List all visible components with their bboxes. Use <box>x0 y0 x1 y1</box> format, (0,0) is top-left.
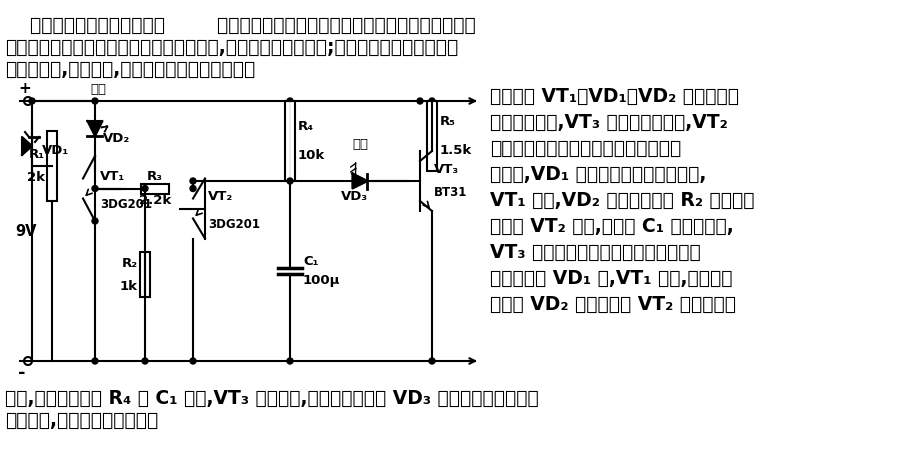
Text: BT31: BT31 <box>434 186 466 199</box>
Text: R₄: R₄ <box>298 120 313 133</box>
Text: VD₃: VD₃ <box>341 190 368 203</box>
Text: VT₃: VT₃ <box>434 163 458 176</box>
Text: R₃: R₃ <box>147 170 163 182</box>
Text: 电路中的 VT₁、VD₁、VD₂ 等组成正常: 电路中的 VT₁、VD₁、VD₂ 等组成正常 <box>489 87 738 106</box>
Polygon shape <box>353 173 367 188</box>
Text: 10k: 10k <box>298 149 325 162</box>
Circle shape <box>189 186 196 192</box>
Bar <box>426 101 436 171</box>
Text: 电池电压指示器的电路如图        所示。该电路可供电池供电的装置用作电源指示及欠: 电池电压指示器的电路如图 所示。该电路可供电池供电的装置用作电源指示及欠 <box>30 16 476 35</box>
Text: 3DG201: 3DG201 <box>208 219 260 232</box>
Text: 2k: 2k <box>27 171 45 184</box>
Text: 二极管 VD₂ 熄灭。同时 VT₂ 也处于截止: 二极管 VD₂ 熄灭。同时 VT₂ 也处于截止 <box>489 295 735 314</box>
Circle shape <box>142 186 148 192</box>
Text: R₂: R₂ <box>122 257 138 270</box>
Circle shape <box>92 186 97 192</box>
Text: VT₂: VT₂ <box>208 190 233 203</box>
Text: 又促使 VT₂ 导通,电容器 C₁ 被短接旁路,: 又促使 VT₂ 导通,电容器 C₁ 被短接旁路, <box>489 217 733 236</box>
Circle shape <box>29 98 35 104</box>
Text: 3DG201: 3DG201 <box>100 198 152 211</box>
Circle shape <box>92 358 97 364</box>
Circle shape <box>287 358 292 364</box>
Polygon shape <box>22 137 32 155</box>
Polygon shape <box>87 121 102 136</box>
Circle shape <box>287 178 292 184</box>
Text: 9V: 9V <box>15 224 36 238</box>
Circle shape <box>416 98 423 104</box>
Text: VD₁: VD₁ <box>42 145 69 157</box>
Bar <box>141 184 169 194</box>
Circle shape <box>92 218 97 224</box>
Text: 1k: 1k <box>120 280 138 293</box>
Text: VD₂: VD₂ <box>103 132 130 145</box>
Text: 闪烁发光,进行欠压告警指示。: 闪烁发光,进行欠压告警指示。 <box>5 411 159 430</box>
Circle shape <box>428 358 435 364</box>
Text: 定的数值时,绿灯熄灭,同时断续地发出红光告警。: 定的数值时,绿灯熄灭,同时断续地发出红光告警。 <box>5 60 255 79</box>
Text: R₁: R₁ <box>29 148 45 161</box>
Text: 电压指示电路,VT₃ 等组成振荡电路,VT₂: 电压指示电路,VT₃ 等组成振荡电路,VT₂ <box>489 113 727 132</box>
Circle shape <box>287 98 292 104</box>
Text: 不足以击穿 VD₁ 时,VT₁ 截止,绿色发光: 不足以击穿 VD₁ 时,VT₁ 截止,绿色发光 <box>489 269 732 288</box>
Text: 围内时,VD₁ 稳压管处于击穿工作状态,: 围内时,VD₁ 稳压管处于击穿工作状态, <box>489 165 706 184</box>
Text: C₁: C₁ <box>302 255 318 268</box>
Text: VT₁ 导通,VD₂ 被点亮。同时 R₂ 上的压降: VT₁ 导通,VD₂ 被点亮。同时 R₂ 上的压降 <box>489 191 753 210</box>
Text: 100μ: 100μ <box>302 274 340 287</box>
Circle shape <box>189 178 196 184</box>
Text: VT₁: VT₁ <box>100 171 125 184</box>
Circle shape <box>189 358 196 364</box>
Circle shape <box>92 98 97 104</box>
Text: 为电子开关。当电池电压在正常工作范: 为电子开关。当电池电压在正常工作范 <box>489 139 681 158</box>
Text: 状态,此时电源通过 R₄ 对 C₁ 充电,VT₃ 开始振荡,红色发光二极管 VD₃ 在脉冲电流的作用下: 状态,此时电源通过 R₄ 对 C₁ 充电,VT₃ 开始振荡,红色发光二极管 VD… <box>5 389 538 408</box>
Text: VT₃ 不会产生振荡。当电池电压下降到: VT₃ 不会产生振荡。当电池电压下降到 <box>489 243 700 262</box>
Text: +: + <box>18 81 31 96</box>
Circle shape <box>428 98 435 104</box>
Bar <box>140 252 149 297</box>
Text: 压指示。在电池电压处于正常工作范围内时,指示器发出绿光指示;当电池电压下降到预先设: 压指示。在电池电压处于正常工作范围内时,指示器发出绿光指示;当电池电压下降到预先… <box>5 38 457 57</box>
Text: 绿色: 绿色 <box>90 83 106 96</box>
Bar <box>284 101 294 181</box>
Circle shape <box>142 358 148 364</box>
Text: 红色: 红色 <box>352 138 368 152</box>
Text: 2.2k: 2.2k <box>138 195 171 208</box>
Text: R₅: R₅ <box>439 115 456 128</box>
Text: -: - <box>18 364 26 382</box>
Bar <box>47 131 56 201</box>
Text: 1.5k: 1.5k <box>439 144 472 157</box>
